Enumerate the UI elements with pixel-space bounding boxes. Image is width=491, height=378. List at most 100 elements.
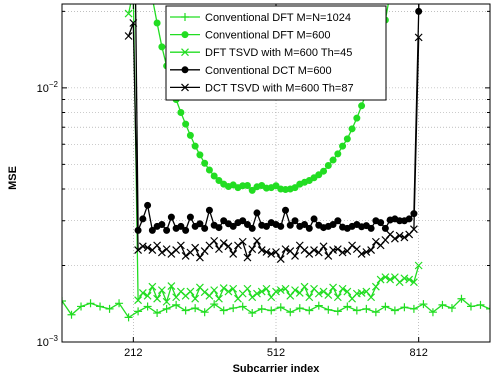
data-point: [301, 220, 309, 228]
legend-label: DCT TSVD with M=600 Th=87: [205, 82, 354, 94]
data-point: [371, 237, 380, 246]
data-point: [205, 206, 213, 214]
y-tick-label: 10−2: [37, 80, 59, 95]
data-point: [157, 286, 166, 295]
data-point: [162, 304, 171, 313]
data-point: [447, 304, 456, 313]
series-layer: [62, 4, 490, 322]
data-point: [210, 236, 219, 245]
data-point: [191, 304, 200, 313]
data-point: [86, 299, 95, 308]
data-point: [210, 300, 219, 309]
data-point: [457, 294, 466, 303]
data-point: [386, 275, 395, 284]
x-tick-label: 212: [124, 347, 142, 359]
data-point: [134, 296, 143, 305]
data-point: [343, 287, 352, 296]
data-point: [177, 108, 185, 116]
data-point: [148, 282, 157, 291]
data-point: [153, 294, 162, 303]
data-point: [201, 159, 209, 167]
data-point: [334, 150, 342, 158]
data-point: [267, 306, 276, 315]
data-point: [229, 284, 238, 293]
data-point: [181, 306, 190, 315]
data-point: [143, 302, 152, 311]
data-point: [177, 222, 185, 230]
data-point: [200, 288, 209, 297]
data-point: [428, 308, 437, 317]
data-point: [157, 248, 166, 257]
data-point: [262, 284, 271, 293]
series-5: [124, 19, 423, 263]
data-point: [191, 294, 200, 303]
data-point: [358, 102, 366, 110]
data-point: [329, 220, 337, 228]
data-point: [253, 289, 261, 298]
x-axis-label: Subcarrier index: [233, 363, 321, 375]
legend: Conventional DFT M=N=1024 Conventional DF…: [165, 5, 387, 101]
data-point: [201, 224, 209, 232]
data-point: [167, 213, 175, 221]
data-point: [400, 274, 409, 283]
data-point: [243, 284, 252, 293]
y-tick-label: 10−3: [37, 334, 59, 349]
data-point: [176, 241, 185, 250]
data-point: [181, 48, 189, 57]
data-point: [315, 171, 323, 179]
data-point: [234, 241, 242, 250]
data-point: [390, 234, 399, 243]
data-point: [195, 253, 204, 262]
data-point: [186, 131, 194, 139]
data-point: [414, 261, 423, 270]
data-point: [144, 201, 152, 209]
data-point: [381, 273, 390, 282]
data-point: [267, 293, 276, 302]
data-point: [238, 237, 247, 246]
data-point: [357, 288, 366, 297]
data-point: [153, 19, 161, 27]
data-point: [210, 172, 218, 180]
data-point: [181, 252, 190, 260]
data-point: [409, 225, 418, 234]
legend-label: DFT TSVD with M=600 Th=45: [205, 47, 352, 59]
data-point: [224, 287, 233, 296]
series-1: [62, 294, 490, 322]
data-point: [367, 246, 376, 254]
data-point: [395, 231, 404, 240]
data-point: [381, 224, 389, 232]
x-tick-label: 812: [409, 347, 427, 359]
data-point: [124, 313, 133, 322]
data-point: [333, 307, 342, 316]
data-point: [405, 215, 413, 223]
data-point: [324, 252, 333, 260]
data-point: [253, 209, 261, 217]
data-point: [181, 66, 189, 74]
data-point: [239, 217, 247, 225]
data-point: [324, 161, 332, 169]
legend-box: [165, 5, 387, 101]
data-point: [310, 246, 318, 254]
data-point: [291, 184, 299, 192]
data-point: [276, 255, 285, 263]
legend-item: Conventional DCT M=600: [170, 65, 332, 77]
data-point: [300, 282, 309, 291]
data-point: [158, 43, 166, 51]
series-3: [124, 4, 423, 306]
data-point: [314, 289, 323, 298]
data-point: [182, 226, 190, 234]
data-point: [138, 288, 147, 297]
data-point: [158, 220, 166, 228]
data-point: [291, 252, 299, 260]
data-point: [362, 304, 371, 313]
data-point: [215, 245, 223, 254]
data-point: [333, 245, 342, 254]
data-point: [395, 278, 404, 287]
data-point: [286, 291, 295, 300]
data-point: [248, 309, 257, 318]
legend-label: Conventional DFT M=N=1024: [205, 12, 351, 24]
data-point: [153, 309, 162, 318]
data-point: [314, 248, 323, 257]
data-point: [367, 224, 375, 232]
data-point: [163, 226, 171, 234]
